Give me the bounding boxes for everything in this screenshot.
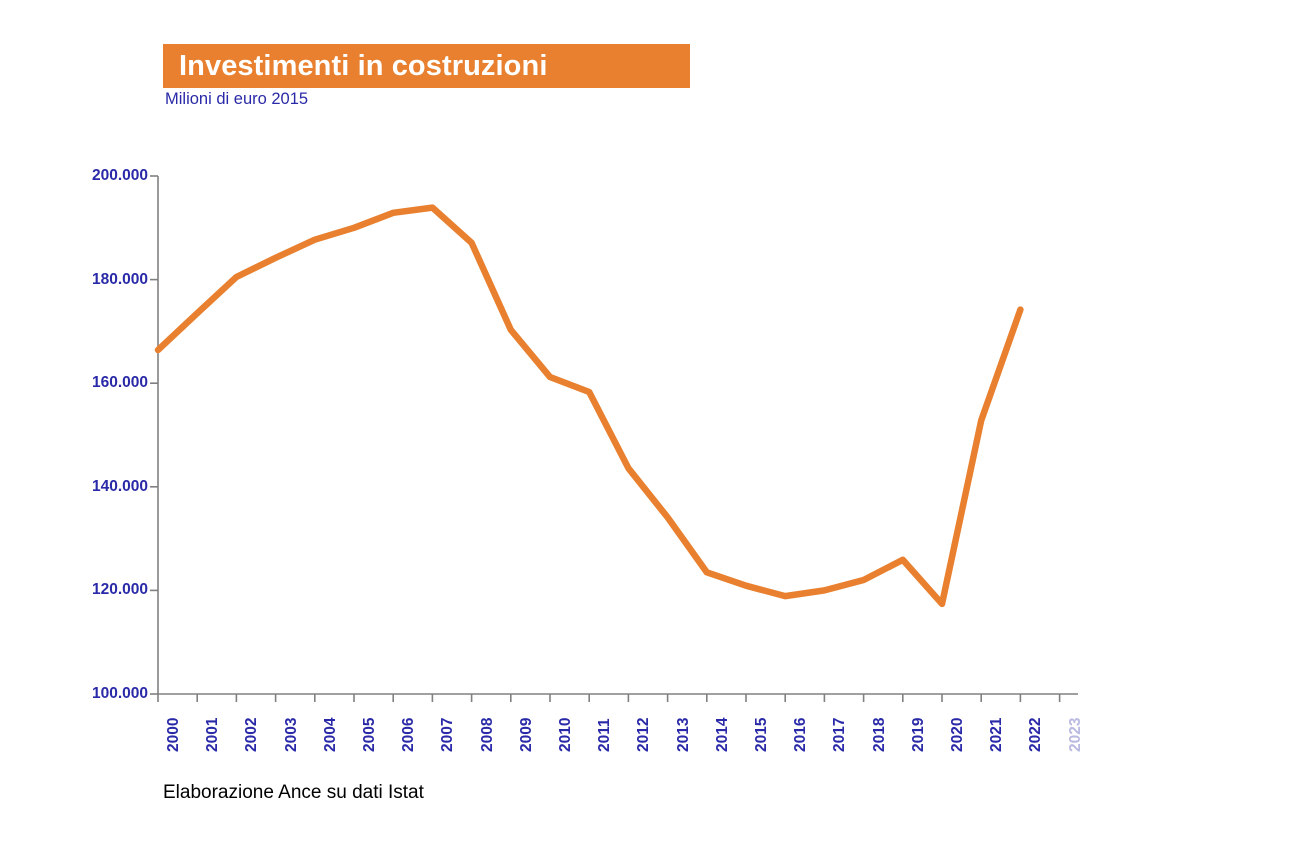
y-axis-tick-marks: [150, 175, 158, 695]
x-axis-tick-label: 2021: [988, 717, 1006, 752]
page-title: Investimenti in costruzioni: [179, 49, 548, 82]
y-axis-tick-label: 180.000: [91, 270, 148, 288]
x-axis-tick-label: 2006: [400, 717, 418, 752]
x-axis-tick-marks: [157, 694, 1061, 702]
chart-title-banner: Investimenti in costruzioni: [163, 44, 690, 88]
y-axis-tick-label: 140.000: [91, 477, 148, 495]
x-axis-tick-label: 2005: [361, 717, 378, 752]
x-axis-tick-label: 2011: [596, 718, 614, 752]
x-axis-tick-label: 2002: [243, 717, 261, 752]
x-axis-tick-label: 2016: [792, 717, 810, 752]
x-axis-tick-label: 2012: [635, 717, 653, 752]
chart-subtitle: Milioni di euro 2015: [165, 90, 309, 108]
x-axis-tick-label: 2008: [478, 717, 496, 752]
y-axis-tick-label: 200.000: [91, 167, 148, 184]
y-axis-tick-label: 120.000: [91, 581, 148, 599]
chart-source-note: Elaborazione Ance su dati Istat: [163, 782, 424, 803]
x-axis-tick-label: 2020: [949, 717, 966, 752]
x-axis-tick-label: 2004: [321, 717, 339, 752]
x-axis-tick-label: 2009: [517, 717, 535, 752]
y-axis-tick-label: 100.000: [91, 685, 148, 702]
data-series-line: [154, 204, 1024, 608]
x-axis-tick-label: 2007: [439, 717, 457, 752]
x-axis-tick-label: 2013: [674, 717, 692, 752]
x-axis-tick-label: 2018: [870, 717, 888, 752]
x-axis-tick-label: 2001: [204, 717, 222, 752]
x-axis-tick-label: 2014: [713, 717, 731, 752]
x-axis-tick-label: 2010: [557, 717, 574, 752]
x-axis-tick-label: 2023: [1066, 717, 1084, 752]
y-axis-tick-label: 160.000: [91, 374, 148, 392]
x-axis-tick-label: 2003: [282, 717, 300, 752]
x-axis-tick-label: 2019: [909, 717, 927, 752]
chart-axes: [157, 176, 1078, 695]
x-axis-tick-label: 2015: [753, 717, 770, 752]
x-axis-tick-label: 2022: [1027, 717, 1045, 752]
x-axis-tick-label: 2000: [165, 717, 182, 752]
x-axis-tick-label: 2017: [831, 717, 849, 752]
